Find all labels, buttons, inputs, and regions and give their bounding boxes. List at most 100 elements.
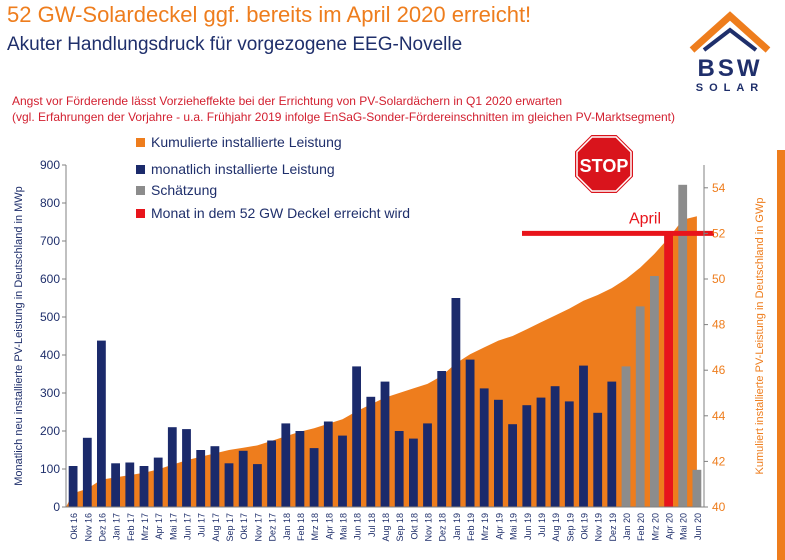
legend-swatch-cumulative xyxy=(136,137,145,147)
x-tick-label: Mai 20 xyxy=(679,513,689,540)
x-tick-label: Okt 16 xyxy=(69,513,79,540)
pv-chart: April 0 100 200 300 400 500 600 700 800 900 40 42 44 4… xyxy=(13,158,766,542)
x-tick-label: Nov 19 xyxy=(594,513,604,542)
bar-monthly-24 xyxy=(409,438,418,507)
legend-label-estimate: Schätzung xyxy=(151,182,218,198)
x-tick-label: Jan 18 xyxy=(282,513,292,540)
bar-monthly-3 xyxy=(111,463,120,507)
x-tick-label: Jun 18 xyxy=(353,513,363,540)
x-tick-label: Apr 17 xyxy=(154,513,164,540)
bar-monthly-23 xyxy=(394,431,404,507)
left-tick-label: 200 xyxy=(40,424,60,438)
right-tick-label: 54 xyxy=(712,181,726,195)
bar-monthly-20 xyxy=(352,366,361,507)
legend-label-cap-month: Monat in dem 52 GW Deckel erreicht wird xyxy=(151,205,411,221)
bar-monthly-33 xyxy=(536,397,546,507)
x-tick-label: Feb 19 xyxy=(466,513,476,541)
x-tick-label: Okt 19 xyxy=(580,513,590,540)
x-tick-label: Aug 17 xyxy=(211,513,221,542)
bar-monthly-13 xyxy=(253,464,262,507)
left-tick-label: 900 xyxy=(40,158,60,172)
x-tick-label: Mai 17 xyxy=(168,513,178,540)
x-tick-label: Feb 17 xyxy=(126,513,136,541)
bar-monthly-1 xyxy=(82,437,92,507)
legend-swatch-monthly xyxy=(136,164,145,174)
x-tick-label: Apr 20 xyxy=(665,513,675,540)
right-axis-title: Kumuliert installierte PV-Leistung in De… xyxy=(754,198,766,475)
bar-monthly-38 xyxy=(607,381,617,507)
x-tick-label: Nov 18 xyxy=(424,513,434,542)
left-axis-title: Monatlich neu installierte PV-Leistung i… xyxy=(13,186,25,486)
bar-estimate-44 xyxy=(692,469,702,507)
bar-monthly-9 xyxy=(196,450,206,507)
left-tick-label: 700 xyxy=(40,234,60,248)
x-tick-label: Nov 16 xyxy=(83,513,93,542)
page-title: 52 GW-Solardeckel ggf. bereits im April … xyxy=(7,2,532,27)
x-tick-label: Mai 18 xyxy=(339,513,349,540)
legend-item-estimate: Schätzung xyxy=(136,182,217,198)
bar-estimate-40 xyxy=(635,306,645,507)
bsw-solar-logo: BSW SOLAR xyxy=(689,11,771,94)
bar-monthly-14 xyxy=(267,440,276,507)
bar-monthly-21 xyxy=(366,396,376,507)
bar-monthly-10 xyxy=(210,446,220,507)
right-tick-label: 42 xyxy=(712,454,726,468)
x-tick-label: Jun 19 xyxy=(523,513,533,540)
logo-roof-icon xyxy=(689,11,771,53)
right-tick-label: 48 xyxy=(712,318,726,332)
x-tick-label: Dez 17 xyxy=(268,513,278,542)
right-tick-label: 46 xyxy=(712,363,726,377)
logo-text-bottom: SOLAR xyxy=(696,82,765,94)
legend-label-cumulative: Kumulierte installierte Leistung xyxy=(151,134,342,150)
bar-monthly-7 xyxy=(167,427,177,507)
bar-monthly-11 xyxy=(224,463,234,507)
x-tick-label: Jan 17 xyxy=(112,513,122,540)
left-tick-label: 0 xyxy=(53,500,60,514)
x-tick-label: Sep 18 xyxy=(395,513,405,542)
x-tick-label: Jan 19 xyxy=(452,513,462,540)
logo-text-top: BSW xyxy=(698,55,763,82)
x-tick-label: Sep 19 xyxy=(565,513,575,542)
right-tick-label: 52 xyxy=(712,226,726,240)
stop-sign-icon: STOP xyxy=(573,133,635,195)
note-line-2: (vgl. Erfahrungen der Vorjahre - u.a. Fr… xyxy=(12,110,676,124)
x-tick-label: Sep 17 xyxy=(225,513,235,542)
legend-swatch-estimate xyxy=(136,185,145,195)
legend-swatch-cap-month xyxy=(136,208,145,218)
bar-monthly-32 xyxy=(522,405,532,507)
left-tick-label: 800 xyxy=(40,196,60,210)
bar-monthly-22 xyxy=(380,381,390,507)
left-tick-label: 400 xyxy=(40,348,60,362)
left-tick-label: 500 xyxy=(40,310,60,324)
x-tick-label: Mrz 17 xyxy=(140,513,150,541)
x-tick-label: Mai 19 xyxy=(509,513,519,540)
bar-monthly-19 xyxy=(338,435,347,507)
bar-monthly-27 xyxy=(451,298,461,507)
x-tick-label: Jul 18 xyxy=(367,513,377,537)
bar-monthly-26 xyxy=(437,371,447,507)
bar-monthly-30 xyxy=(494,399,503,507)
left-tick-label: 100 xyxy=(40,462,60,476)
stop-sign-text: STOP xyxy=(580,156,629,176)
highlight-month-bar xyxy=(664,233,673,507)
bar-monthly-15 xyxy=(281,423,291,507)
bar-monthly-18 xyxy=(323,421,333,507)
bar-monthly-25 xyxy=(423,423,432,507)
x-tick-label: Okt 18 xyxy=(409,513,419,540)
x-tick-label: Mrz 18 xyxy=(310,513,320,541)
left-tick-label: 300 xyxy=(40,386,60,400)
highlight-label: April xyxy=(629,210,661,227)
legend-item-cap-month: Monat in dem 52 GW Deckel erreicht wird xyxy=(136,205,410,221)
bar-monthly-2 xyxy=(97,340,106,507)
bar-monthly-37 xyxy=(593,412,603,507)
note-line-1: Angst vor Förderende lässt Vorzieheffekt… xyxy=(12,94,563,108)
bar-monthly-36 xyxy=(579,365,588,507)
legend-item-cumulative: Kumulierte installierte Leistung xyxy=(136,134,342,150)
bar-monthly-8 xyxy=(182,429,191,507)
x-tick-label: Aug 19 xyxy=(551,513,561,542)
x-tick-label: Apr 19 xyxy=(494,513,504,540)
bar-monthly-31 xyxy=(508,424,517,507)
x-tick-label: Okt 17 xyxy=(239,513,249,540)
bar-monthly-28 xyxy=(465,359,475,507)
right-tick-label: 44 xyxy=(712,409,726,423)
